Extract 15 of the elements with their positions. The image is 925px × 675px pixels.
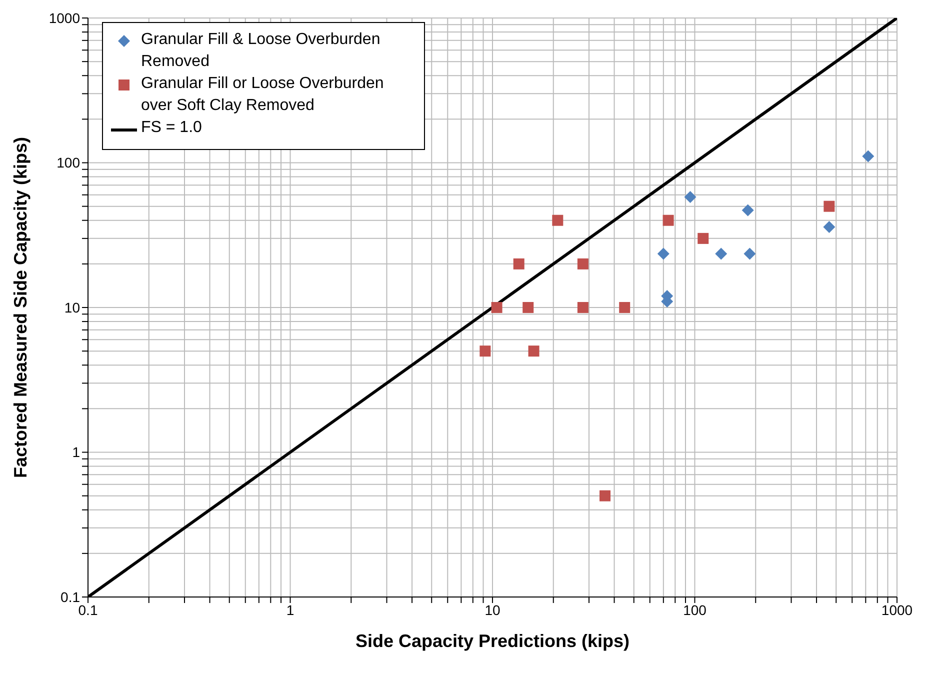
y-tick-label: 1 [72,444,80,460]
x-tick-label: 1 [286,602,294,618]
y-axis-title: Factored Measured Side Capacity (kips) [10,136,30,478]
x-axis-title: Side Capacity Predictions (kips) [355,631,630,651]
x-tick-label: 100 [683,602,707,618]
legend-label: Granular Fill or Loose Overburden over Soft Clay Removed [141,74,385,116]
legend-label: Granular Fill & Loose Overburden Removed [141,30,382,72]
legend-label: FS = 1.0 [141,118,202,138]
x-tick-label: 1000 [881,602,913,618]
y-tick-label: 100 [56,154,80,171]
x-tick-label: 0.1 [78,602,98,618]
y-tick-label: 10 [64,299,80,316]
y-tick-label: 0.1 [60,588,80,605]
x-tick-label: 10 [484,602,500,618]
y-tick-label: 1000 [48,10,80,26]
